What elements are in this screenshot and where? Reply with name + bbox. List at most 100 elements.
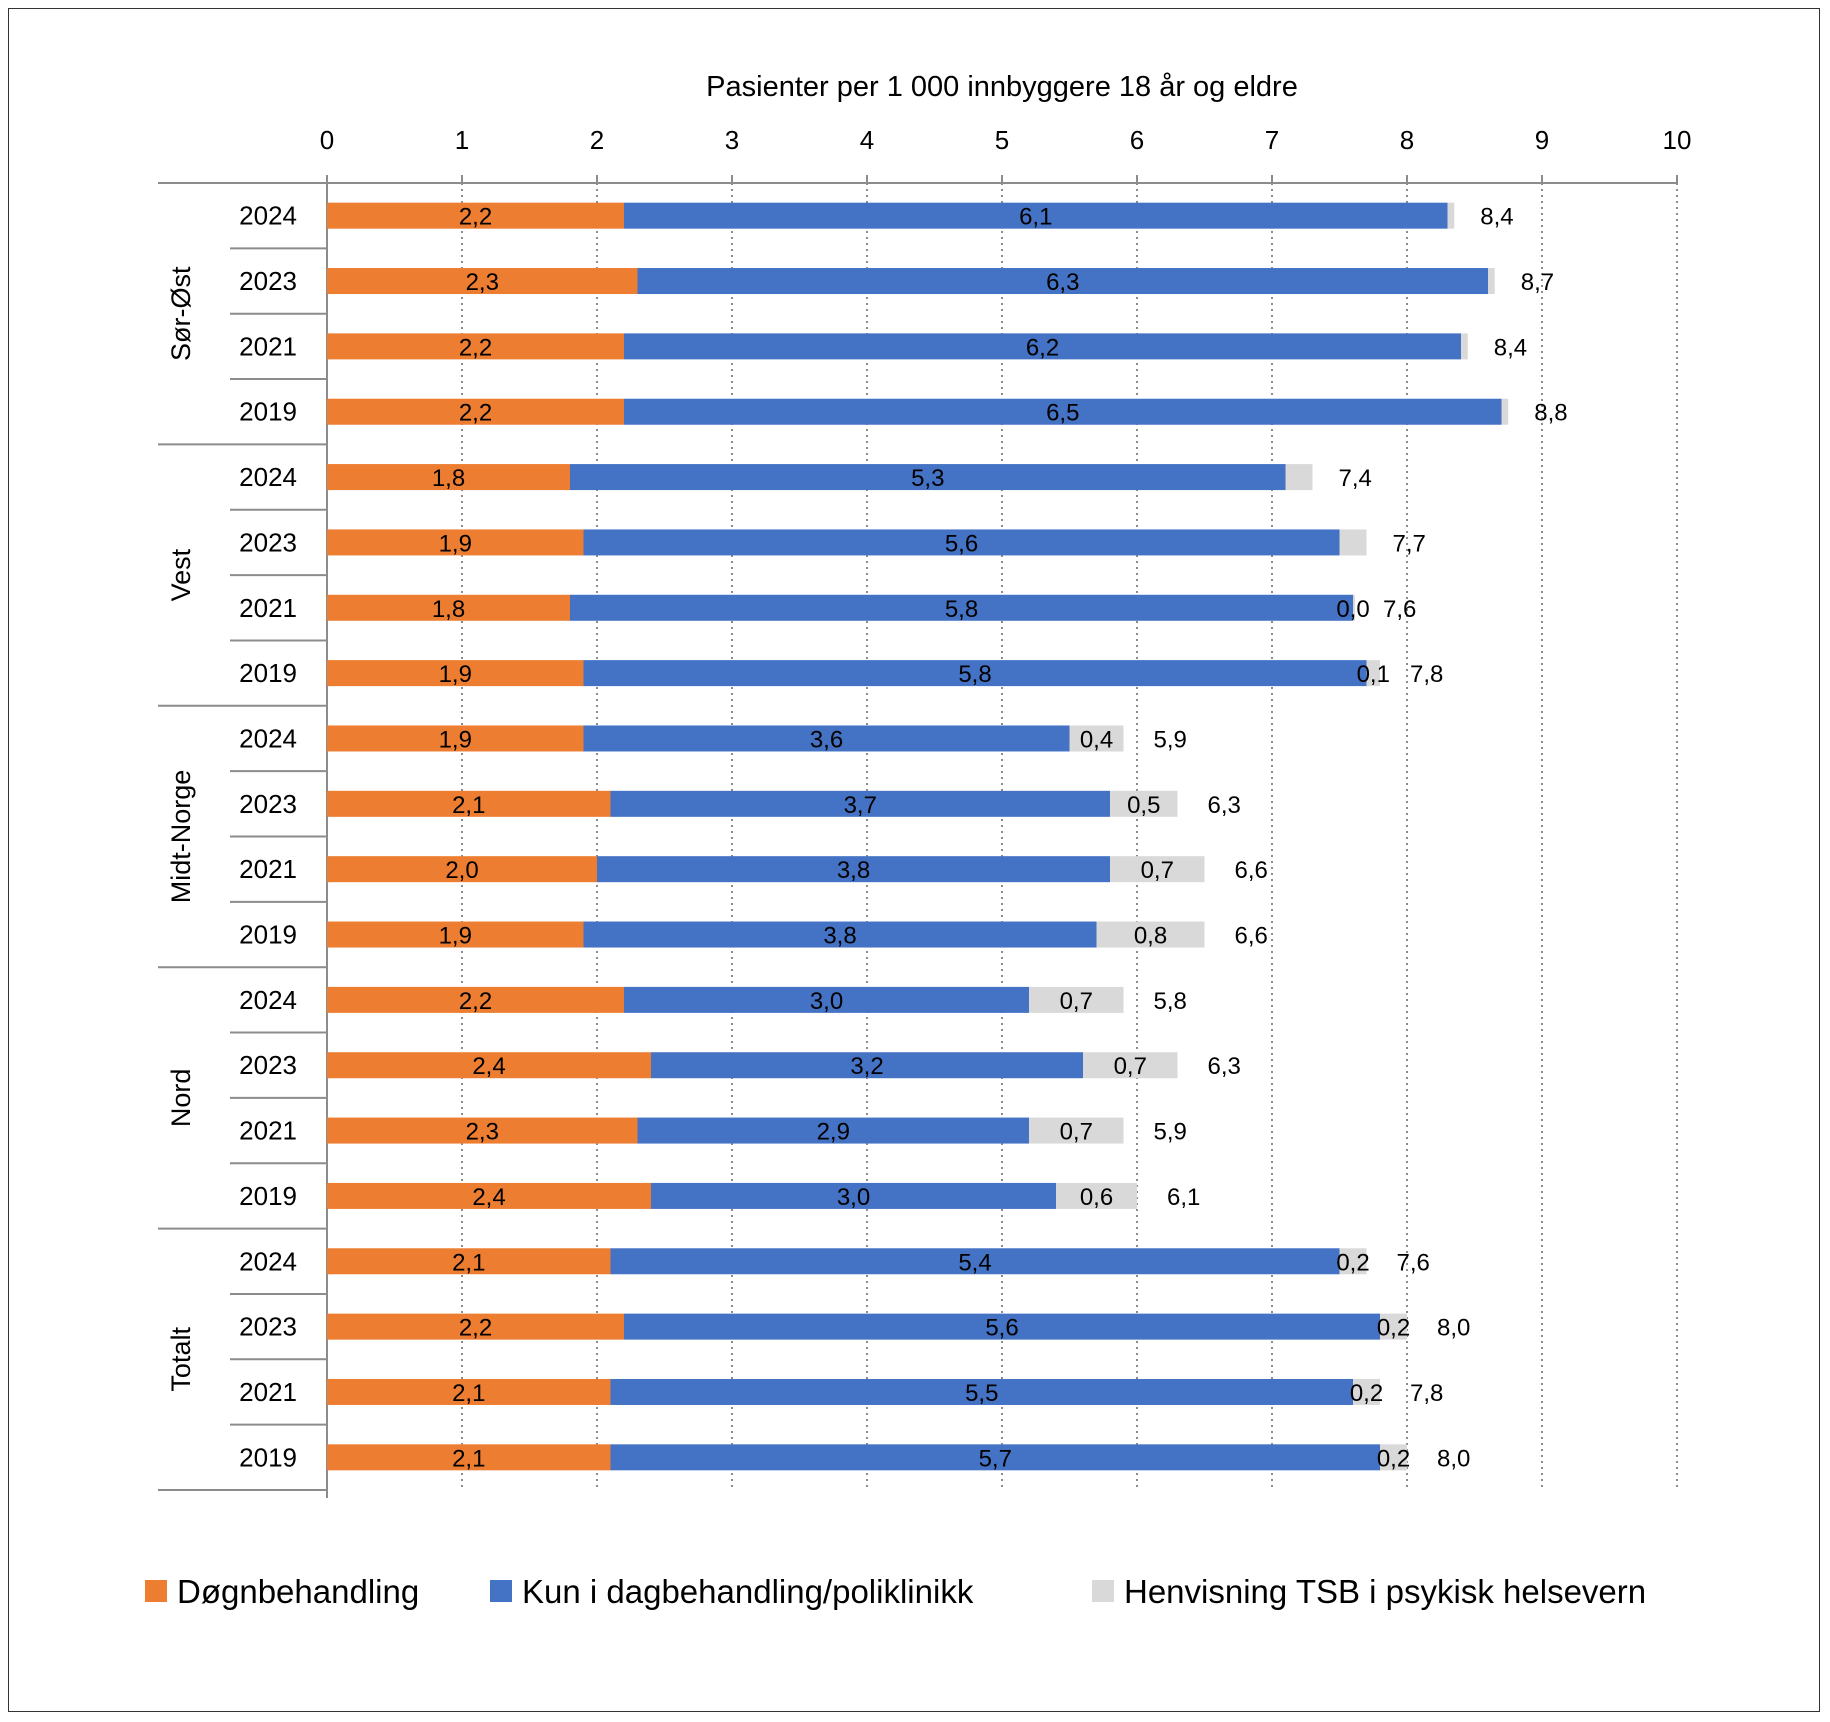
bar-segment-3	[1285, 464, 1313, 491]
segment-label: 2,1	[452, 1380, 485, 1407]
total-label: 8,4	[1494, 334, 1527, 361]
total-label: 6,6	[1235, 923, 1268, 950]
segment-label: 0,1	[1357, 661, 1390, 688]
x-tick-label: 8	[1400, 125, 1414, 155]
segment-label: 2,3	[466, 269, 499, 296]
segment-label: 6,1	[1019, 204, 1052, 231]
bar-segment-1	[327, 986, 624, 1013]
segment-label: 0,2	[1377, 1315, 1410, 1342]
segment-label: 5,8	[945, 596, 978, 623]
year-label: 2019	[239, 1181, 297, 1211]
segment-label: 2,1	[452, 792, 485, 819]
year-label: 2024	[239, 1246, 297, 1276]
bar-segment-1	[327, 202, 624, 229]
bar-segment-2	[583, 660, 1367, 687]
year-label: 2021	[239, 1116, 297, 1146]
year-label: 2019	[239, 920, 297, 950]
bar-segment-3	[1339, 529, 1367, 556]
bar-segment-2	[624, 398, 1502, 425]
bar-segment-3	[1353, 1378, 1380, 1405]
bar-segment-1	[327, 333, 624, 360]
year-label: 2023	[239, 1312, 297, 1342]
bar-segment-2	[570, 594, 1353, 621]
bar-segment-1	[327, 1313, 624, 1340]
axis-title: Pasienter per 1 000 innbyggere 18 år og …	[706, 71, 1298, 103]
bar-segment-3	[1029, 1117, 1124, 1144]
segment-label: 5,4	[958, 1249, 991, 1276]
year-label: 2019	[239, 658, 297, 688]
year-label: 2023	[239, 789, 297, 819]
year-label: 2019	[239, 1442, 297, 1472]
chart-frame	[8, 8, 1820, 1712]
bar-segment-3	[1461, 333, 1468, 360]
segment-label: 5,5	[965, 1380, 998, 1407]
segment-label: 3,8	[823, 923, 856, 950]
total-label: 7,6	[1397, 1249, 1430, 1276]
bar-segment-3	[1110, 790, 1178, 817]
legend-label: Henvisning TSB i psykisk helsevern	[1124, 1573, 1646, 1610]
bar-segment-1	[327, 268, 638, 295]
segment-label: 0,8	[1134, 923, 1167, 950]
segment-label: 5,6	[945, 530, 978, 557]
x-tick-label: 1	[455, 125, 469, 155]
segment-label: 6,2	[1026, 334, 1059, 361]
bar-segment-3	[1083, 1052, 1178, 1079]
bar-segment-1	[327, 594, 570, 621]
total-label: 8,7	[1521, 269, 1554, 296]
segment-label: 0,2	[1336, 1249, 1369, 1276]
segment-label: 6,3	[1046, 269, 1079, 296]
segment-label: 0,6	[1080, 1184, 1113, 1211]
bar-segment-2	[651, 1182, 1056, 1209]
segment-label: 3,0	[837, 1184, 870, 1211]
bar-segment-3	[1366, 660, 1380, 687]
year-label: 2021	[239, 1377, 297, 1407]
bar-segment-1	[327, 725, 584, 752]
legend-swatch	[1092, 1580, 1114, 1602]
segment-label: 1,9	[439, 923, 472, 950]
group-label: Vest	[166, 548, 196, 601]
segment-label: 5,6	[985, 1315, 1018, 1342]
year-label: 2023	[239, 1050, 297, 1080]
bar-segment-3	[1447, 202, 1455, 229]
segment-label: 1,8	[432, 596, 465, 623]
bar-segment-3	[1501, 398, 1509, 425]
year-label: 2021	[239, 593, 297, 623]
bar-segment-3	[1380, 1444, 1407, 1471]
bar-segment-2	[624, 202, 1448, 229]
legend-swatch	[145, 1580, 167, 1602]
year-label: 2024	[239, 985, 297, 1015]
x-tick-label: 7	[1265, 125, 1279, 155]
segment-label: 2,4	[472, 1184, 505, 1211]
segment-label: 1,9	[439, 661, 472, 688]
legend-label: Døgnbehandling	[177, 1573, 419, 1610]
bar-segment-2	[624, 333, 1461, 360]
segment-label: 3,8	[837, 857, 870, 884]
total-label: 6,3	[1208, 792, 1241, 819]
segment-label: 2,0	[445, 857, 478, 884]
total-label: 6,3	[1208, 1053, 1241, 1080]
group-label: Midt-Norge	[166, 770, 196, 904]
segment-label: 2,2	[459, 334, 492, 361]
x-tick-label: 3	[725, 125, 739, 155]
segment-label: 0,4	[1080, 726, 1113, 753]
bar-segment-1	[327, 1444, 611, 1471]
segment-label: 5,7	[979, 1445, 1012, 1472]
bar-segment-2	[624, 1313, 1380, 1340]
year-label: 2019	[239, 397, 297, 427]
total-label: 5,9	[1154, 726, 1187, 753]
bar-segment-1	[327, 464, 570, 491]
bar-segment-3	[1029, 986, 1124, 1013]
segment-label: 0,7	[1060, 988, 1093, 1015]
bar-segment-1	[327, 1378, 611, 1405]
total-label: 5,8	[1154, 988, 1187, 1015]
segment-label: 5,8	[958, 661, 991, 688]
total-label: 7,8	[1410, 1380, 1443, 1407]
segment-label: 6,5	[1046, 400, 1079, 427]
bar-segment-3	[1110, 856, 1205, 883]
total-label: 5,9	[1154, 1119, 1187, 1146]
group-label: Sør-Øst	[166, 266, 196, 361]
bar-segment-1	[327, 1248, 611, 1275]
bar-segment-2	[610, 1444, 1380, 1471]
bar-segment-3	[1488, 268, 1495, 295]
